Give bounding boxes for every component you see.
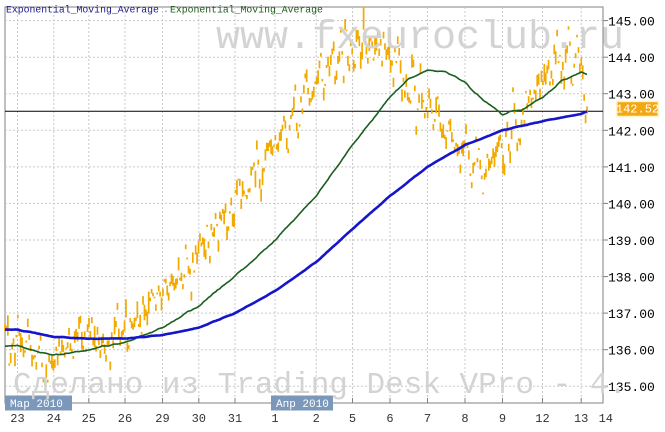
svg-text:2: 2: [313, 412, 320, 426]
svg-text:136.00: 136.00: [608, 344, 655, 359]
svg-text:140.00: 140.00: [608, 197, 655, 212]
svg-text:142.00: 142.00: [608, 124, 655, 139]
svg-text:Exponential_Moving_Average: Exponential_Moving_Average: [6, 4, 159, 15]
svg-text:142.52: 142.52: [616, 102, 659, 116]
svg-text:9: 9: [499, 412, 506, 426]
svg-text:138.00: 138.00: [608, 271, 655, 286]
svg-text:1: 1: [271, 412, 278, 426]
svg-text:6: 6: [386, 412, 393, 426]
svg-text:8: 8: [461, 412, 468, 426]
svg-text:141.00: 141.00: [608, 161, 655, 176]
svg-text:www.fxeuroclub.ru: www.fxeuroclub.ru: [216, 16, 624, 61]
svg-text:25: 25: [82, 412, 96, 426]
svg-text:5: 5: [349, 412, 356, 426]
svg-text:143.00: 143.00: [608, 88, 655, 103]
svg-text:30: 30: [192, 412, 206, 426]
svg-text:139.00: 139.00: [608, 234, 655, 249]
svg-text:31: 31: [228, 412, 242, 426]
svg-text:137.00: 137.00: [608, 307, 655, 322]
svg-text:12: 12: [535, 412, 549, 426]
svg-text:23: 23: [10, 412, 24, 426]
svg-text:Exponential_Moving_Average: Exponential_Moving_Average: [170, 4, 323, 15]
svg-text:7: 7: [424, 412, 431, 426]
svg-text:14: 14: [599, 412, 613, 426]
svg-text:Сделано из Trading Desk VPro -: Сделано из Trading Desk VPro - 4.: [13, 368, 627, 403]
svg-text:13: 13: [574, 412, 588, 426]
svg-text:29: 29: [155, 412, 169, 426]
svg-text:26: 26: [118, 412, 132, 426]
svg-text:24: 24: [47, 412, 61, 426]
